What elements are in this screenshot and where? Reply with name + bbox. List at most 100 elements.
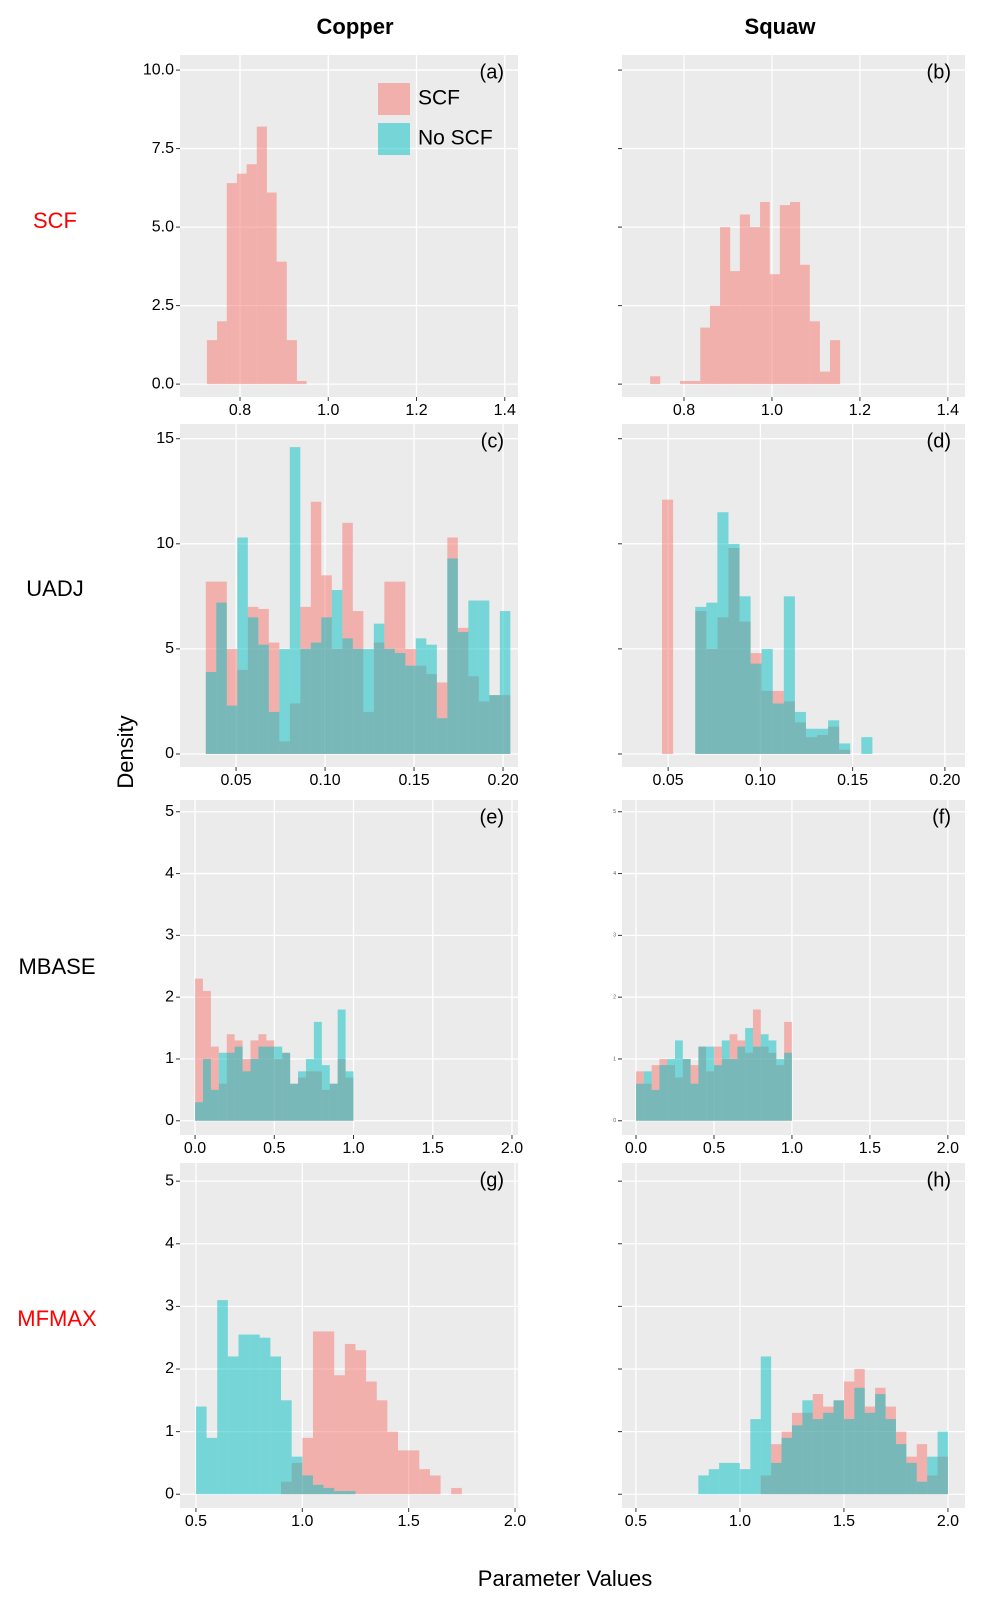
y-tick-label: 5: [613, 809, 616, 815]
histogram-bar: [737, 1046, 746, 1121]
histogram-bar: [195, 1406, 207, 1495]
histogram-bar: [750, 663, 762, 754]
histogram-bar: [885, 1419, 896, 1495]
histogram-bar: [268, 642, 280, 754]
histogram-bar: [895, 1444, 907, 1495]
histogram-bar: [384, 648, 395, 754]
histogram-bar: [728, 543, 740, 754]
histogram-bar: [739, 214, 750, 385]
histogram-bar: [789, 201, 801, 385]
x-tick-label: 1.0: [291, 1513, 313, 1530]
histogram-bar: [695, 606, 707, 754]
histogram-bar: [719, 1462, 730, 1495]
x-tick-label: 0.10: [745, 772, 776, 789]
x-tick-label: 0.05: [220, 772, 251, 789]
histogram-bar: [447, 558, 458, 754]
histogram-bar: [345, 1071, 354, 1121]
histogram-bar: [249, 1334, 260, 1495]
histogram-bar: [783, 596, 795, 754]
histogram-bar: [833, 1400, 844, 1495]
x-tick-label: 1.4: [494, 402, 516, 419]
histogram-bar: [680, 380, 691, 385]
histogram-bar: [363, 648, 374, 754]
histogram-bar: [302, 1475, 313, 1495]
x-tick-label: 1.0: [729, 1513, 751, 1530]
histogram-bar: [739, 1469, 751, 1495]
histogram-bar: [226, 183, 237, 385]
histogram-bar: [721, 1040, 730, 1121]
y-tick-label: 0: [165, 1485, 174, 1502]
histogram-bar: [415, 638, 427, 754]
histogram-bar: [226, 648, 238, 754]
histogram-bar: [768, 1040, 777, 1121]
legend-label: SCF: [418, 87, 460, 110]
x-tick-label: 0.5: [625, 1513, 647, 1530]
histogram-bar: [398, 1450, 409, 1495]
y-tick-label: 2: [165, 1360, 174, 1377]
histogram-bar: [290, 1083, 299, 1121]
histogram-bar: [717, 512, 729, 754]
histogram-bar: [916, 1481, 928, 1495]
y-tick-label: 1: [613, 1056, 616, 1062]
histogram-bar: [784, 1052, 792, 1121]
histogram-bar: [323, 1331, 335, 1495]
y-tick-label: 7.5: [152, 140, 174, 157]
x-tick-label: 0.15: [837, 772, 868, 789]
x-tick-label: 0.8: [229, 402, 251, 419]
y-tick-label: 2: [165, 988, 174, 1005]
histogram-bar: [310, 501, 322, 754]
y-tick-label: 0: [613, 1118, 616, 1124]
column-title: Copper: [317, 14, 394, 39]
x-tick-label: 1.2: [849, 402, 871, 419]
histogram-bar: [776, 1058, 785, 1121]
histogram-bar: [708, 1469, 720, 1495]
histogram-bar: [706, 1046, 714, 1121]
histogram-bar: [216, 602, 227, 754]
histogram-bar: [266, 192, 277, 385]
histogram-bar: [781, 1437, 792, 1495]
panel-label: (e): [480, 806, 504, 828]
x-tick-label: 2.0: [937, 1140, 959, 1157]
x-tick-label: 1.0: [781, 1140, 803, 1157]
histogram-bar: [829, 340, 841, 385]
histogram-bar: [258, 644, 269, 754]
histogram-bar: [334, 1375, 345, 1495]
panel-label: (c): [481, 430, 504, 452]
x-tick-label: 1.5: [422, 1140, 444, 1157]
x-tick-label: 0.5: [703, 1140, 725, 1157]
histogram-bar: [296, 380, 307, 385]
histogram-bar: [266, 1046, 275, 1121]
histogram-bar: [202, 990, 211, 1121]
histogram-bar: [436, 718, 448, 754]
histogram-bar: [709, 305, 721, 385]
legend-swatch: [378, 83, 410, 115]
y-tick-label: 4: [165, 865, 174, 882]
histogram-bar: [279, 648, 290, 754]
histogram-bar: [286, 340, 297, 385]
legend-swatch: [378, 123, 410, 155]
x-tick-label: 0.15: [398, 772, 429, 789]
histogram-bar: [854, 1387, 865, 1495]
y-tick-label: 15: [156, 430, 174, 447]
histogram-bar: [749, 227, 761, 385]
x-tick-label: 1.5: [859, 1140, 881, 1157]
histogram-bar: [291, 1456, 303, 1495]
histogram-bar: [256, 126, 267, 385]
histogram-bar: [700, 327, 710, 385]
histogram-bar: [387, 1431, 399, 1495]
histogram-bar: [217, 321, 227, 385]
x-tick-label: 1.0: [317, 402, 339, 419]
histogram-bar: [227, 1356, 239, 1495]
histogram-bar: [281, 1400, 292, 1495]
histogram-bar: [805, 728, 818, 754]
histogram-bar: [729, 1058, 738, 1121]
histogram-bar: [276, 261, 287, 385]
y-tick-label: 4: [613, 871, 616, 877]
histogram-bar: [305, 1058, 314, 1121]
y-tick-label: 2.5: [152, 297, 174, 314]
histogram-bar: [817, 728, 829, 754]
y-tick-label: 3: [165, 927, 174, 944]
histogram-bar: [376, 1400, 388, 1495]
y-tick-label: 1: [165, 1050, 174, 1067]
histogram-bar: [344, 1343, 356, 1495]
